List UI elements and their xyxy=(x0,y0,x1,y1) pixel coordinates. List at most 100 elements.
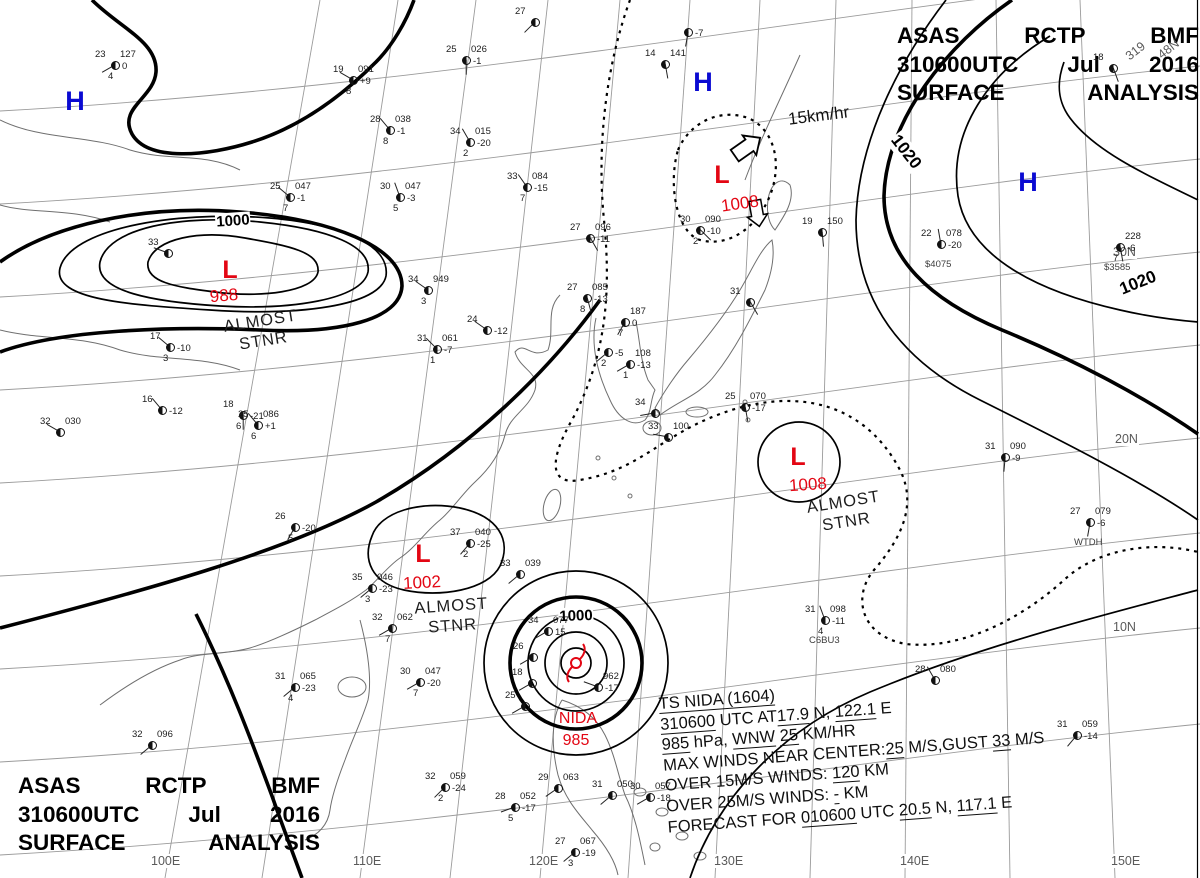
station-temperature: 28 xyxy=(370,114,381,125)
storm-info-segment: 122.1 xyxy=(834,699,877,722)
station-low-value: 3 xyxy=(163,353,169,364)
station-circle-icon xyxy=(604,348,613,357)
station-temperature: 31 xyxy=(805,604,816,615)
station-temperature: 31 xyxy=(275,671,286,682)
station-pressure: 030 xyxy=(65,416,81,427)
station-temperature: 18 xyxy=(1093,52,1104,63)
station-id: C6BU3 xyxy=(809,635,840,646)
station-pressure: 080 xyxy=(940,664,956,675)
station-temperature: 25 xyxy=(505,690,516,701)
storm-info-segment: hPa, xyxy=(688,730,733,753)
station-circle-icon xyxy=(291,683,300,692)
station-circle-icon xyxy=(661,60,670,69)
station-tendency: -13 xyxy=(594,294,608,305)
station-circle-icon xyxy=(483,326,492,335)
station-pressure: 150 xyxy=(827,216,843,227)
station-pressure: 059 xyxy=(450,771,466,782)
station-temperature: 27 xyxy=(555,836,566,847)
station-pressure: 015 xyxy=(475,126,491,137)
station-circle-icon xyxy=(821,616,830,625)
station-tendency: -3 xyxy=(407,193,416,204)
station-circle-icon xyxy=(396,193,405,202)
isobar-label: 1000 xyxy=(214,211,252,231)
station-id: $4075 xyxy=(925,259,952,270)
station-temperature: 29 xyxy=(538,772,549,783)
station-low-value: 3 xyxy=(568,858,574,869)
title-word: SURFACE xyxy=(18,830,126,855)
station-pressure: 096 xyxy=(157,729,173,740)
station-tendency: -11 xyxy=(832,616,846,627)
station-circle-icon xyxy=(608,791,617,800)
station-pressure: 079 xyxy=(1095,506,1111,517)
title-word: 2016 xyxy=(269,801,320,827)
station-low-value: 7 xyxy=(618,328,624,339)
station-circle-icon xyxy=(56,428,65,437)
station-circle-icon xyxy=(529,653,538,662)
station-low-value: 7 xyxy=(283,203,289,214)
station-tendency: -7 xyxy=(695,28,704,39)
title-word: ASAS xyxy=(897,23,960,48)
title-word: Jul xyxy=(188,801,221,827)
station-id: $3585 xyxy=(1104,262,1131,273)
station-temperature: 30 xyxy=(630,781,641,792)
station-temperature: 27 xyxy=(567,282,578,293)
station-temperature: 25 xyxy=(238,409,249,420)
station-circle-icon xyxy=(441,783,450,792)
storm-info-segment: E xyxy=(995,792,1013,813)
station-pressure: 057 xyxy=(655,781,671,792)
station-temperature: 32 xyxy=(40,416,51,427)
station-tendency: -6 xyxy=(1097,518,1106,529)
station-temperature: 30 xyxy=(400,666,411,677)
station-temperature: 25 xyxy=(270,181,281,192)
station-circle-icon xyxy=(684,28,693,37)
station-low-value: 8 xyxy=(383,136,389,147)
title-word: RCTP xyxy=(1024,23,1086,48)
title-word: BMF xyxy=(1150,23,1199,48)
station-pressure: 047 xyxy=(295,181,311,192)
station-circle-icon xyxy=(544,627,553,636)
station-tendency: -17 xyxy=(752,403,766,414)
title-word: SURFACE xyxy=(897,80,1005,105)
station-temperature: 25 xyxy=(725,391,736,402)
title-line: 310600UTC Jul 2016 xyxy=(897,51,1199,80)
station-id: WTDH xyxy=(1074,537,1103,548)
station-temperature: 37 xyxy=(450,527,461,538)
station-tendency: -7 xyxy=(444,345,453,356)
station-circle-icon xyxy=(416,678,425,687)
station-tendency: 0 xyxy=(632,318,638,329)
low-pressure-marker: L xyxy=(790,443,806,472)
station-circle-icon xyxy=(554,784,563,793)
station-low-value: 2 xyxy=(463,549,469,560)
station-tendency: -12 xyxy=(494,326,508,337)
storm-info-segment: 25 xyxy=(779,726,799,747)
station-pressure: 059 xyxy=(1082,719,1098,730)
station-low-value: 4 xyxy=(288,693,294,704)
storm-info-segment: N, xyxy=(930,797,958,817)
station-tendency: -1 xyxy=(297,193,306,204)
station-temperature: 34 xyxy=(450,126,461,137)
station-pressure: 052 xyxy=(520,791,536,802)
storm-info-segment: KM/HR xyxy=(797,721,857,745)
station-circle-icon xyxy=(368,584,377,593)
station-temperature: 16 xyxy=(142,394,153,405)
title-word: ANALYSIS xyxy=(1087,80,1199,105)
station-circle-icon xyxy=(523,183,532,192)
station-temperature: 27 xyxy=(1070,506,1081,517)
title-word: ASAS xyxy=(18,773,81,798)
station-low-value: 6 xyxy=(251,431,257,442)
station-temperature: 30 xyxy=(680,214,691,225)
station-tendency: -5 xyxy=(615,348,624,359)
storm-info-segment: KM xyxy=(858,760,890,781)
storm-info-segment: N, xyxy=(808,702,836,723)
station-circle-icon xyxy=(741,403,750,412)
station-circle-icon xyxy=(1073,731,1082,740)
storm-info-segment: 20.5 xyxy=(898,798,932,821)
station-temperature: 34 xyxy=(528,615,539,626)
station-tendency: -20 xyxy=(948,240,962,251)
station-low-value: 2 xyxy=(438,793,444,804)
station-circle-icon xyxy=(664,433,673,442)
station-circle-icon xyxy=(1086,518,1095,527)
storm-info-segment: 010600 xyxy=(800,804,857,828)
station-circle-icon xyxy=(528,679,537,688)
